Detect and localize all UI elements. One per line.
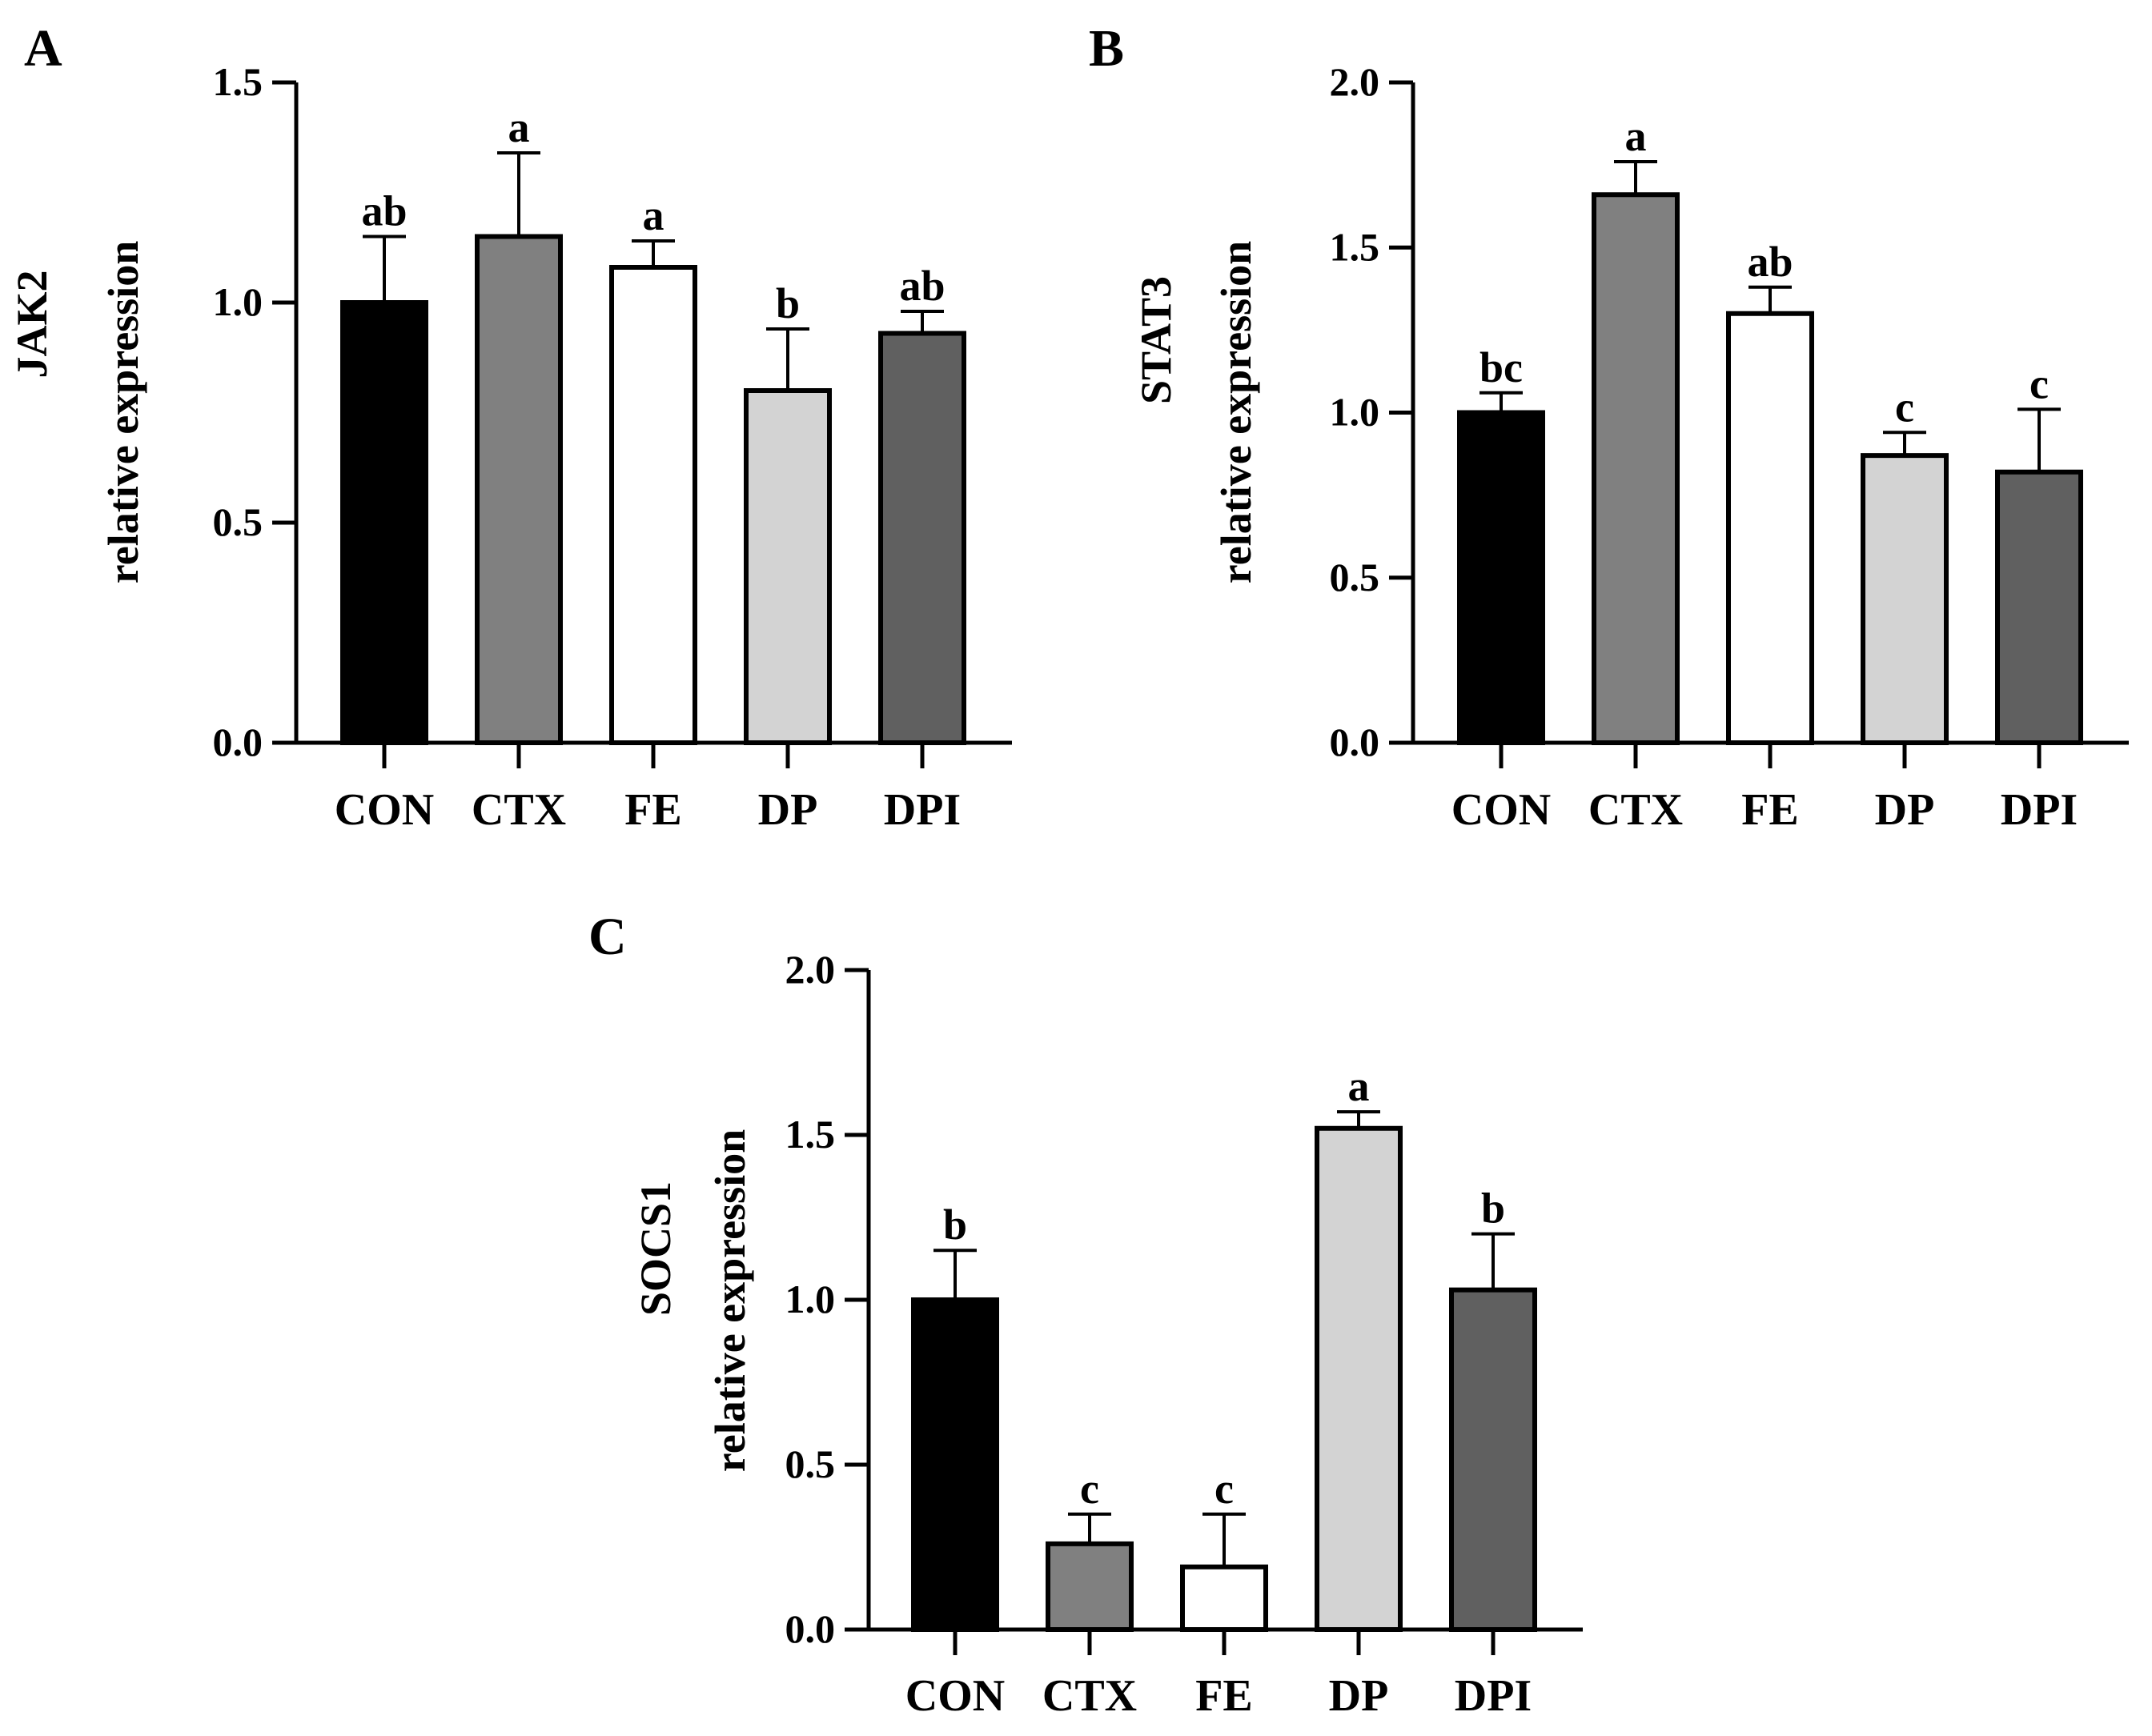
y-tick-label: 1.0 [1330, 390, 1380, 435]
x-tick-label: DP [1875, 785, 1935, 835]
y-axis-gene-label: JAK2 [8, 271, 56, 379]
significance-label: a [643, 191, 664, 239]
x-tick-label: DP [758, 785, 818, 835]
x-tick-label: CTX [472, 785, 566, 835]
x-tick-label: CTX [1042, 1671, 1137, 1721]
y-axis-label: relative expression [1212, 241, 1260, 583]
bar-dpi [878, 331, 966, 745]
bar-ctx [1592, 192, 1680, 745]
bar-ctx [475, 234, 563, 745]
y-tick-label: 1.0 [785, 1277, 836, 1321]
bar-dpi [1995, 469, 2083, 745]
x-tick-label: FE [1195, 1671, 1253, 1721]
significance-label: a [1348, 1062, 1370, 1110]
significance-label: ab [361, 187, 407, 235]
y-tick-label: 0.0 [1330, 720, 1380, 764]
bar-dp [744, 388, 832, 745]
x-tick-label: DP [1329, 1671, 1389, 1721]
bar-fe [609, 265, 697, 745]
bar-dpi [1449, 1287, 1537, 1632]
bar-ctx [1046, 1541, 1134, 1633]
chart-panel-c: C SOCS1 relative expression b CON c CTX c FE a DP b… [588, 908, 1583, 1721]
significance-label: c [1895, 383, 1914, 431]
y-tick-label: 0.5 [213, 499, 263, 544]
y-axis-label: relative expression [99, 241, 147, 583]
bar-fe [1726, 311, 1814, 745]
y-tick-label: 0.0 [785, 1606, 836, 1651]
y-axis-gene-label: SOCS1 [632, 1181, 680, 1316]
y-axis-label: relative expression [706, 1129, 754, 1472]
significance-label: c [2030, 359, 2049, 407]
chart-panel-b: B STAT3 relative expression bc CON a CTX ab FE c D… [1089, 19, 2129, 835]
y-axis-gene-label: STAT3 [1132, 276, 1180, 404]
significance-label: c [1080, 1465, 1099, 1513]
x-tick-label: CON [1451, 785, 1551, 835]
x-tick-label: CON [335, 785, 434, 835]
y-tick-label: 1.0 [213, 279, 263, 324]
significance-label: ab [1747, 238, 1793, 286]
significance-label: a [1625, 112, 1647, 160]
x-tick-label: CTX [1588, 785, 1683, 835]
panel-letter: B [1089, 19, 1124, 78]
significance-label: ab [899, 262, 945, 310]
significance-label: b [943, 1201, 967, 1249]
y-tick-label: 0.5 [1330, 555, 1380, 599]
x-tick-label: FE [624, 785, 682, 835]
y-tick-label: 2.0 [1330, 59, 1380, 104]
bar-con [911, 1297, 999, 1632]
x-tick-label: DPI [1455, 1671, 1532, 1721]
significance-label: a [508, 103, 530, 151]
panel-letter: A [24, 19, 62, 78]
significance-label: b [1481, 1185, 1505, 1233]
bar-con [1457, 410, 1545, 745]
bar-dp [1861, 453, 1949, 745]
bar-con [340, 300, 428, 745]
bar-fe [1180, 1564, 1268, 1632]
chart-panel-a: A JAK2 relative expression ab CON a CTX a FE b DP a… [8, 19, 1012, 835]
y-tick-label: 1.5 [1330, 224, 1380, 269]
significance-label: b [776, 279, 800, 327]
y-tick-label: 0.5 [785, 1441, 836, 1486]
y-tick-label: 1.5 [213, 59, 263, 104]
bar-dp [1315, 1125, 1403, 1632]
y-tick-label: 2.0 [785, 947, 836, 992]
significance-label: c [1215, 1465, 1234, 1513]
y-tick-label: 0.0 [213, 720, 263, 764]
x-tick-label: DPI [2001, 785, 2078, 835]
x-tick-label: CON [905, 1671, 1005, 1721]
significance-label: bc [1480, 343, 1523, 391]
panel-letter: C [588, 908, 627, 966]
x-tick-label: DPI [884, 785, 961, 835]
y-tick-label: 1.5 [785, 1112, 836, 1157]
x-tick-label: FE [1741, 785, 1799, 835]
